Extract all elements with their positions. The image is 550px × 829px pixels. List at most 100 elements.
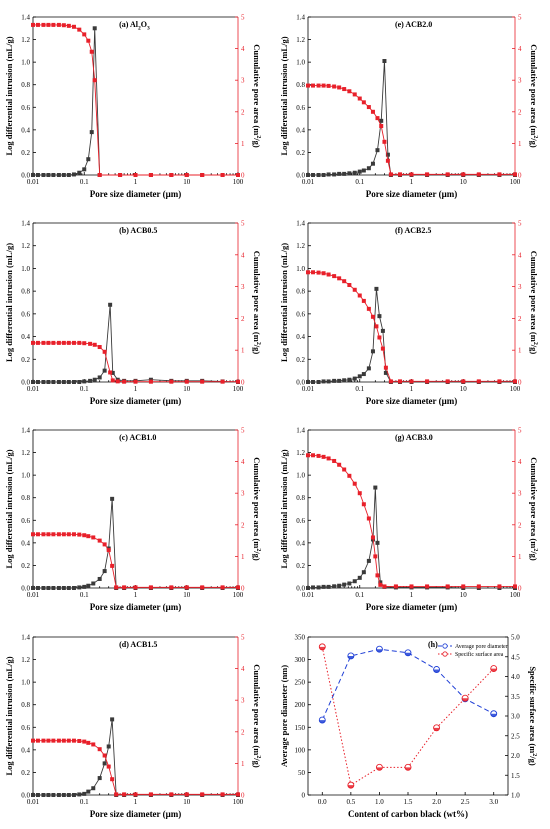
pore-area-point [51,532,56,537]
panel-label: (d) ACB1.5 [119,640,157,649]
y-right-tick-label: 2.0 [511,752,520,760]
intrusion-point [110,370,115,375]
pore-area-point [114,585,119,590]
y-left-tick-label: 1.4 [21,220,30,228]
pore-area-point [311,270,316,275]
pore-area-point [375,116,380,121]
pore-area-point [41,532,46,537]
pore-area-point [88,341,93,346]
intrusion-point [379,118,384,123]
pore-area-point [513,379,517,384]
pore-area-point [383,365,388,370]
pore-area-point [425,584,430,589]
pore-area-point [332,84,337,89]
intrusion-point [31,586,35,590]
y-left-tick-label: 0 [302,792,306,800]
y-right-tick-label: 5.0 [511,634,520,642]
y-left-tick-label: 0.6 [21,104,30,112]
x-tick-label: 100 [510,178,521,186]
y-left-tick-label: 0.2 [21,149,30,157]
y-left-axis-label: Log differential intrusion (mL/g) [4,36,14,155]
panel-g: 0.01 0.1 1 10 100 0.0 0.2 0.4 0.6 0.8 1.0 1.2 1.4 0 1 2… [279,427,539,613]
pore-area-point [184,585,189,590]
pore-area-point [357,293,362,298]
y-left-tick-label: 0.8 [296,288,305,296]
intrusion-point [41,793,46,797]
pore-area-point [82,739,87,744]
intrusion-point [102,368,107,373]
intrusion-point [378,580,383,585]
intrusion-point [373,485,378,490]
x-tick-label: 1 [410,385,414,393]
intrusion-point [347,581,352,586]
pore-area-line [33,24,238,176]
y-right-tick-label: 2 [518,108,522,116]
intrusion-point [337,171,342,176]
pore-area-point [91,742,96,747]
pore-area-point [61,738,66,743]
intrusion-point [46,380,51,384]
x-tick-label: 10 [460,178,468,186]
pore-area-point [236,792,240,797]
y-left-axis-label: Log differential intrusion (mL/g) [4,243,14,362]
pore-area-point [133,585,138,590]
intrusion-point [321,584,326,589]
intrusion-point [56,793,61,797]
intrusion-line [33,28,238,176]
pore-area-point [375,573,380,578]
legend-label: Specific surface area [455,651,504,658]
y-left-axis-label: Log differential intrusion (mL/g) [4,449,14,568]
pore-area-point [56,22,61,27]
y-left-tick-label: 1.2 [296,242,305,250]
pore-area-point [385,158,390,163]
pore-area-point [92,78,97,83]
x-axis-label: Pore size diameter (μm) [90,809,181,819]
y-left-tick-label: 250 [295,679,306,687]
pore-area-line [308,454,515,587]
intrusion-point [342,378,347,383]
pore-area-point [148,585,153,590]
x-tick-label: 0.1 [80,178,89,186]
y-left-tick-label: 1.0 [296,472,305,480]
pore-area-point [35,340,40,345]
pore-area-line [308,271,515,382]
pore-area-point [41,738,46,743]
intrusion-point [352,170,357,175]
intrusion-point [61,173,66,177]
intrusion-point [92,26,97,31]
y-right-tick-label: 0 [241,172,245,180]
panel-b: 0.01 0.1 1 10 100 0.0 0.2 0.4 0.6 0.8 1.0 1.2 1.4 0 1 2… [4,220,262,407]
y-left-axis-label: Log differential intrusion (mL/g) [279,243,289,362]
pore-area-line [33,533,238,588]
pore-area-point [361,502,366,507]
surface-area-point-fill [462,698,469,702]
y-left-tick-label: 0.0 [21,585,30,593]
y-right-tick-label: 4.0 [511,673,520,681]
pore-area-point [382,139,387,144]
pore-area-point [361,100,366,105]
pore-area-point [61,340,66,345]
pore-area-line [308,85,515,175]
y-left-tick-label: 0.0 [21,792,30,800]
intrusion-point [71,793,76,797]
pore-area-point [41,340,46,345]
pore-area-point [316,270,321,275]
pore-area-point [97,345,102,350]
intrusion-point [361,570,366,575]
x-axis-label: Pore size diameter (μm) [366,189,457,199]
y-left-tick-label: 0.8 [21,288,30,296]
intrusion-point [82,791,87,796]
y-right-tick-label: 3.0 [511,713,520,721]
pore-area-point [46,22,51,27]
y-right-tick-label: 1 [241,347,245,355]
intrusion-point [108,302,113,307]
intrusion-point [91,786,96,791]
y-right-axis-label: Specific surface area (m2/g) [528,666,538,766]
x-axis-label: Pore size diameter (μm) [90,396,181,406]
pore-area-point [35,738,40,743]
intrusion-point [97,776,102,781]
pore-area-point [398,172,403,177]
pore-area-point [169,792,174,797]
intrusion-point [56,173,61,177]
y-right-tick-label: 4.5 [511,653,520,661]
